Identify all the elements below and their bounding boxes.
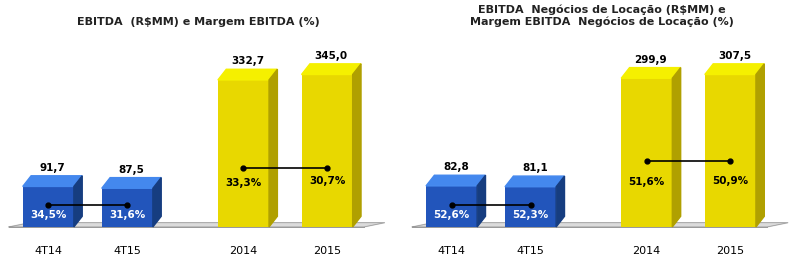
Text: 332,7: 332,7 [231, 56, 264, 66]
Text: 52,3%: 52,3% [513, 210, 549, 220]
Polygon shape [505, 176, 565, 187]
Bar [218, 80, 269, 227]
Bar [22, 186, 74, 227]
Polygon shape [477, 175, 485, 227]
Text: 31,6%: 31,6% [109, 210, 146, 220]
Text: 82,8: 82,8 [443, 162, 469, 172]
Text: 81,1: 81,1 [522, 163, 548, 173]
Text: 34,5%: 34,5% [30, 210, 66, 220]
Polygon shape [9, 223, 384, 227]
Polygon shape [352, 64, 361, 227]
Polygon shape [22, 176, 83, 186]
Polygon shape [412, 223, 788, 227]
Text: 299,9: 299,9 [634, 55, 667, 64]
Polygon shape [756, 64, 764, 227]
Polygon shape [301, 64, 361, 75]
Polygon shape [705, 64, 764, 75]
Polygon shape [74, 176, 83, 227]
Polygon shape [102, 178, 161, 188]
Text: 307,5: 307,5 [718, 51, 751, 61]
Text: 87,5: 87,5 [119, 165, 144, 174]
Text: 345,0: 345,0 [315, 51, 348, 61]
Text: 91,7: 91,7 [39, 163, 66, 173]
Title: EBITDA  (R$MM) e Margem EBITDA (%): EBITDA (R$MM) e Margem EBITDA (%) [78, 17, 320, 27]
Text: 50,9%: 50,9% [712, 176, 748, 186]
Polygon shape [556, 176, 565, 227]
Bar [426, 186, 477, 227]
Bar [301, 75, 352, 227]
Bar [622, 78, 672, 227]
Polygon shape [672, 68, 681, 227]
Polygon shape [426, 175, 485, 186]
Bar [705, 75, 756, 227]
Polygon shape [218, 69, 277, 80]
Polygon shape [269, 69, 277, 227]
Text: 51,6%: 51,6% [629, 177, 665, 187]
Text: 33,3%: 33,3% [225, 178, 262, 188]
Text: 30,7%: 30,7% [309, 176, 345, 186]
Bar [505, 187, 556, 227]
Title: EBITDA  Negócios de Locação (R$MM) e
Margem EBITDA  Negócios de Locação (%): EBITDA Negócios de Locação (R$MM) e Marg… [470, 4, 734, 27]
Polygon shape [153, 178, 161, 227]
Bar [102, 188, 153, 227]
Polygon shape [622, 68, 681, 78]
Text: 52,6%: 52,6% [433, 210, 469, 220]
